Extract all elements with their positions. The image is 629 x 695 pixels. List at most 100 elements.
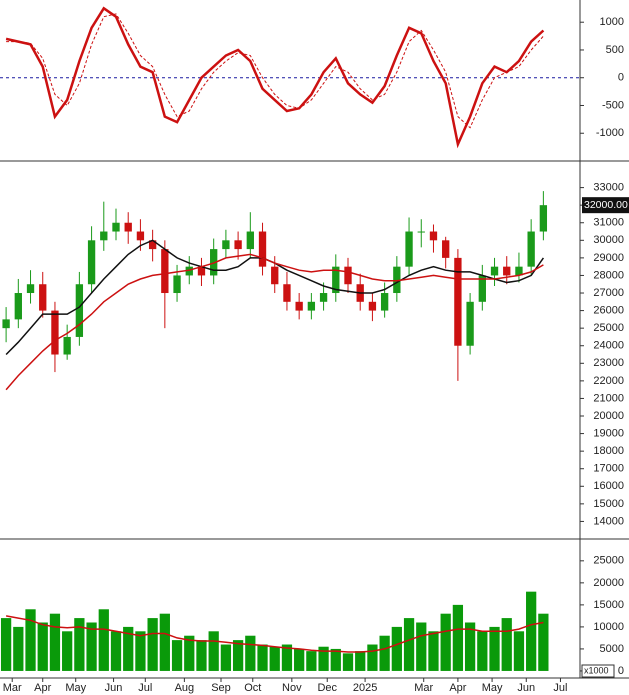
x-tick-label: 2025: [353, 682, 377, 694]
y-tick-label: -500: [602, 99, 624, 111]
candle-body: [442, 240, 450, 258]
line-series: [5, 615, 544, 653]
candle-body: [539, 205, 548, 232]
last-price-label: 32000.00: [584, 199, 628, 211]
volume-bar: [501, 618, 512, 671]
y-tick-label: 33000: [593, 182, 624, 194]
candle-body: [234, 240, 242, 250]
x-tick-label: May: [482, 682, 503, 694]
candle-body: [344, 266, 352, 285]
y-tick-label: 0: [618, 72, 624, 84]
candle-body: [258, 231, 267, 267]
y-tick-label: 31000: [593, 217, 624, 229]
volume-bar: [13, 626, 24, 671]
candle-body: [454, 257, 462, 346]
volume-bar: [318, 646, 329, 671]
y-tick-label: 24000: [593, 340, 624, 352]
x-tick-label: Oct: [244, 682, 261, 694]
line-series: [5, 6, 545, 149]
volume-bar: [367, 644, 378, 671]
volume-bar: [0, 618, 12, 671]
x-tick-label: Sep: [211, 682, 231, 694]
candle-body: [100, 231, 108, 241]
candle-body: [124, 222, 132, 232]
volume-bar: [147, 618, 158, 671]
y-tick-label: 21000: [593, 392, 624, 404]
x-tick-label: Jun: [105, 682, 123, 694]
x-tick-label: Mar: [414, 682, 433, 694]
candle-body: [332, 266, 340, 294]
volume-bar: [477, 631, 488, 671]
x-tick-label: Jun: [517, 682, 535, 694]
line-series: [5, 253, 544, 391]
volume-bar: [25, 609, 36, 671]
candle-body: [503, 266, 511, 276]
volume-bar: [110, 631, 122, 671]
y-tick-label: 15000: [593, 599, 624, 611]
unit-box: [581, 664, 615, 678]
y-tick-label: 1000: [600, 16, 624, 28]
y-tick-label: 28000: [593, 269, 624, 281]
y-tick-label: 23000: [593, 357, 624, 369]
volume-bar: [452, 604, 464, 671]
volume-bar: [306, 651, 317, 671]
y-tick-label: 25000: [593, 555, 624, 567]
candle-body: [283, 284, 291, 302]
volume-bar: [403, 618, 415, 671]
volume-bar: [379, 635, 390, 671]
candle-body: [393, 266, 401, 294]
candle-body: [417, 231, 425, 233]
candle-body: [222, 240, 230, 250]
candle-body: [75, 284, 84, 337]
candle-body: [490, 266, 499, 276]
candle-body: [307, 301, 316, 311]
y-tick-label: 18000: [593, 445, 624, 457]
candle-body: [87, 240, 96, 285]
volume-bar: [269, 646, 280, 671]
last-price-box: [582, 197, 629, 214]
volume-bar: [220, 644, 232, 671]
candle-body: [429, 231, 438, 241]
volume-bar: [330, 648, 341, 671]
x-tick-label: Aug: [175, 682, 195, 694]
x-tick-label: Apr: [34, 682, 51, 694]
volume-bar: [232, 640, 244, 671]
volume-bar: [245, 635, 256, 671]
volume-bar: [464, 622, 476, 671]
y-tick-label: 20000: [593, 577, 624, 589]
y-tick-label: 27000: [593, 287, 624, 299]
candle-body: [271, 266, 279, 285]
volume-bar: [294, 648, 305, 671]
volume-bar: [86, 622, 97, 671]
candle-body: [112, 222, 120, 232]
candle-body: [295, 301, 303, 311]
x-tick-label: Jul: [138, 682, 152, 694]
candle-body: [246, 231, 254, 250]
candle-body: [527, 231, 535, 267]
candle-body: [148, 240, 157, 250]
volume-bar: [526, 591, 537, 671]
volume-bar: [184, 635, 195, 671]
candle-body: [51, 310, 59, 355]
volume-bar: [171, 640, 183, 671]
x-tick-label: Jul: [553, 682, 567, 694]
candle-body: [136, 231, 145, 241]
volume-bar: [49, 613, 61, 671]
y-tick-label: 19000: [593, 427, 624, 439]
y-tick-label: 14000: [593, 515, 624, 527]
volume-bar: [62, 631, 73, 671]
x-tick-label: Mar: [3, 682, 22, 694]
candle-body: [210, 249, 218, 276]
y-tick-label: 30000: [593, 234, 624, 246]
volume-bar: [440, 613, 451, 671]
candle-body: [405, 231, 413, 267]
y-tick-label: 500: [606, 44, 624, 56]
volume-bar: [342, 653, 354, 671]
y-tick-label: 5000: [600, 643, 624, 655]
volume-bar: [355, 651, 366, 671]
x-tick-label: May: [65, 682, 86, 694]
unit-label: x1000: [584, 665, 609, 675]
candle-body: [161, 249, 169, 294]
candle-body: [2, 319, 10, 329]
